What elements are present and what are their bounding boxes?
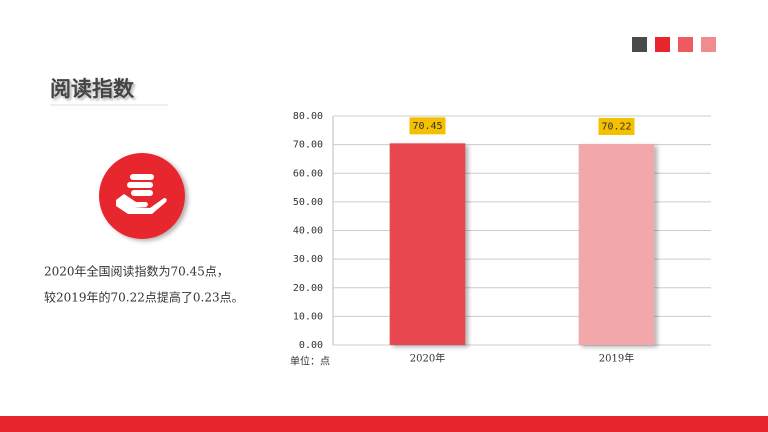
description-line: 2020年全国阅读指数为70.45点， (44, 264, 229, 279)
y-unit-label: 单位：点 (290, 355, 330, 368)
bar (389, 143, 466, 345)
y-tick-label: 30.00 (293, 254, 323, 265)
value-label-box (409, 117, 446, 135)
bar (578, 143, 655, 345)
section-title: 阅读指数 (50, 77, 135, 101)
x-tick-label: 2020年 (410, 352, 445, 365)
hand-icon (116, 174, 167, 214)
value-label: 70.45 (412, 121, 442, 132)
deco-square (655, 37, 670, 52)
value-label: 70.22 (601, 121, 631, 132)
deco-square (701, 37, 716, 52)
y-tick-label: 10.00 (293, 311, 323, 322)
y-tick-label: 70.00 (293, 140, 323, 151)
y-tick-label: 50.00 (293, 197, 323, 208)
y-tick-label: 20.00 (293, 283, 323, 294)
footer-bar (0, 416, 768, 432)
value-label-box (598, 117, 635, 135)
y-tick-label: 0.00 (299, 340, 323, 351)
y-tick-label: 40.00 (293, 226, 323, 237)
y-tick-label: 60.00 (293, 168, 323, 179)
deco-square (632, 37, 647, 52)
x-tick-label: 2019年 (599, 352, 634, 365)
y-tick-label: 80.00 (293, 111, 323, 122)
deco-square (678, 37, 693, 52)
description-line: 较2019年的70.22点提高了0.23点。 (44, 290, 244, 305)
